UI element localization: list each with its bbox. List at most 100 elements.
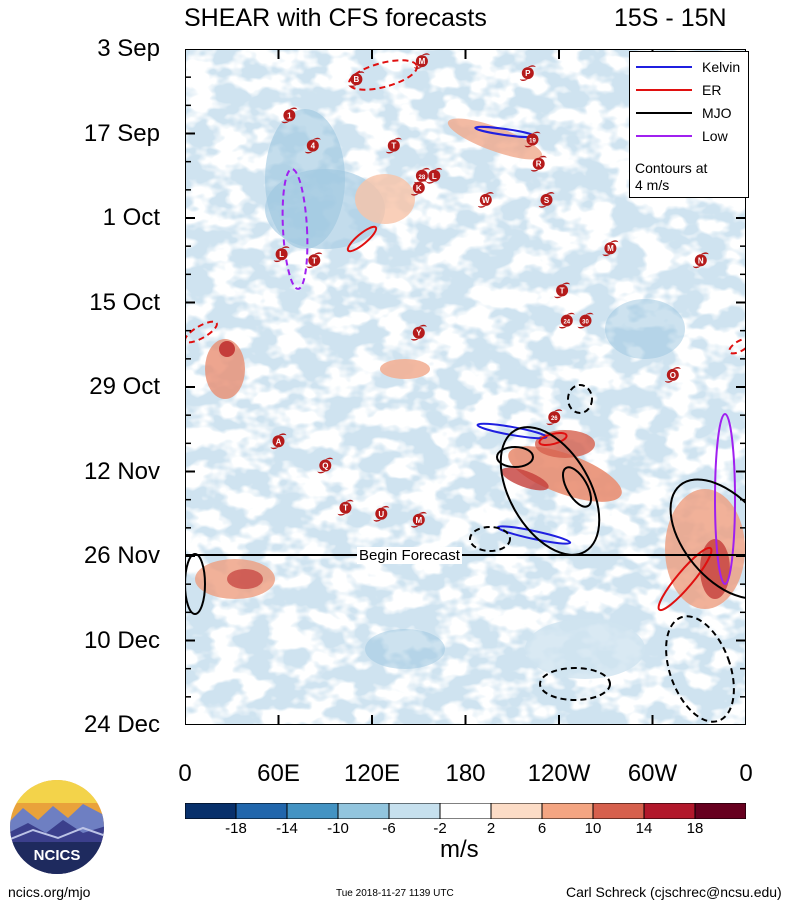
- storm-label: U: [378, 510, 384, 519]
- x-tick-label: 120W: [527, 760, 591, 787]
- y-tick-label: 12 Nov: [83, 457, 160, 485]
- storm-marker: Q: [317, 457, 334, 474]
- legend-entry: Low: [636, 127, 728, 145]
- y-tick-label: 1 Oct: [102, 204, 160, 231]
- storm-marker: M: [413, 53, 430, 69]
- y-tick-label: 26 Nov: [83, 542, 160, 569]
- storm-marker: O: [664, 367, 681, 383]
- colorbar-swatch: [490, 803, 543, 819]
- storm-marker: R: [530, 155, 547, 172]
- x-tick-label: 0: [178, 760, 192, 787]
- legend-note-line: 4 m/s: [635, 177, 670, 193]
- footer-site: ncics.org/mjo: [8, 884, 91, 900]
- storm-marker: P: [519, 65, 536, 81]
- storm-marker: L: [426, 167, 443, 184]
- storm-label: Y: [416, 329, 422, 338]
- x-tick-label: 120E: [343, 760, 401, 787]
- footer-author: Carl Schreck (cjschrec@ncsu.edu): [566, 884, 782, 900]
- colorbar-tick-label: -14: [276, 820, 298, 837]
- storm-marker: Y: [410, 324, 427, 341]
- colorbar-swatch: [337, 803, 390, 819]
- chart-title: SHEAR with CFS forecasts: [184, 4, 487, 32]
- storm-marker: A: [270, 433, 287, 450]
- storm-marker: U: [373, 505, 390, 522]
- storm-marker: S: [538, 192, 555, 208]
- y-tick-label: 29 Oct: [89, 373, 160, 400]
- y-tick-label: 3 Sep: [97, 35, 160, 62]
- colorbar-tick-label: -2: [433, 820, 447, 837]
- legend-label: ER: [702, 82, 722, 98]
- storm-label: K: [416, 184, 422, 193]
- chart-region-label: 15S - 15N: [614, 4, 727, 32]
- colorbar-tick-label: 10: [584, 820, 602, 837]
- colorbar-swatch: [541, 803, 594, 819]
- legend-note-line: Contours at: [635, 160, 708, 176]
- storm-label: 19: [529, 139, 536, 145]
- storm-label: 30: [582, 320, 589, 326]
- ncics-logo: NCICS: [10, 780, 104, 874]
- colorbar: [185, 803, 746, 819]
- storm-marker: W: [477, 192, 494, 208]
- colorbar-swatch: [643, 803, 696, 819]
- wave-contours: [185, 59, 746, 723]
- legend-label: MJO: [702, 105, 732, 121]
- colorbar-swatch: [185, 803, 237, 819]
- storm-label: 28: [419, 175, 426, 181]
- footer-timestamp: Tue 2018-11-27 1139 UTC: [336, 888, 454, 899]
- colorbar-swatch: [388, 803, 441, 819]
- storm-marker: T: [554, 282, 571, 299]
- storm-label: T: [343, 504, 348, 513]
- storm-label: W: [482, 196, 490, 205]
- legend-entry: Kelvin: [636, 58, 740, 76]
- storm-label: M: [607, 244, 614, 253]
- colorbar-swatch: [592, 803, 645, 819]
- storm-marker: T: [385, 137, 402, 154]
- storm-marker: T: [337, 499, 354, 516]
- storm-marker: B: [348, 71, 365, 88]
- storm-label: T: [391, 142, 396, 151]
- storm-marker: N: [692, 252, 709, 269]
- x-tick-label: 60E: [257, 760, 300, 787]
- y-tick-label: 10 Dec: [83, 626, 160, 654]
- storm-marker: 30: [577, 312, 594, 329]
- colorbar-tick-label: 14: [635, 820, 653, 837]
- y-tick-label: 17 Sep: [83, 119, 160, 147]
- legend-entry: MJO: [636, 104, 732, 122]
- storm-label: B: [354, 75, 360, 84]
- colorbar-swatch: [694, 803, 746, 819]
- legend-swatch: [636, 135, 692, 137]
- storm-label: A: [276, 437, 282, 446]
- legend: Kelvin ER MJO Low Contours at 4 m/s: [629, 51, 749, 198]
- colorbar-units: m/s: [440, 836, 479, 863]
- x-tick-label: 180: [445, 760, 486, 787]
- legend-entry: ER: [636, 81, 721, 99]
- legend-swatch: [636, 66, 692, 68]
- storm-marker: 26: [546, 409, 563, 426]
- storm-marker: L: [273, 246, 290, 263]
- colorbar-swatch: [286, 803, 339, 819]
- storm-label: Q: [322, 462, 328, 471]
- storm-label: L: [279, 250, 284, 259]
- storm-marker: M: [602, 240, 619, 257]
- storm-label: 4: [311, 142, 316, 151]
- legend-label: Low: [702, 128, 728, 144]
- tropical-cyclone-markers: B M P 1 4 T 19 R 28 L K W S M L T N T 24 30 Y O 26 A Q T U M: [270, 53, 709, 528]
- storm-label: O: [670, 371, 676, 380]
- x-tick-label: 60W: [627, 760, 678, 787]
- logo-text: NCICS: [34, 847, 81, 864]
- storm-marker: 1: [281, 107, 298, 124]
- y-tick-label: 15 Oct: [89, 288, 160, 316]
- storm-marker: K: [410, 179, 427, 196]
- storm-label: 26: [551, 416, 558, 422]
- storm-marker: 28: [413, 167, 430, 184]
- storm-label: M: [419, 57, 426, 66]
- storm-label: N: [698, 256, 704, 265]
- storm-label: S: [544, 196, 550, 205]
- colorbar-tick-label: -18: [225, 820, 247, 837]
- x-tick-label: 0: [739, 760, 753, 787]
- storm-marker: T: [306, 252, 323, 269]
- colorbar-swatch: [235, 803, 288, 819]
- legend-note: Contours at 4 m/s: [635, 160, 707, 194]
- storm-label: 1: [287, 111, 292, 120]
- colorbar-swatch: [439, 803, 492, 819]
